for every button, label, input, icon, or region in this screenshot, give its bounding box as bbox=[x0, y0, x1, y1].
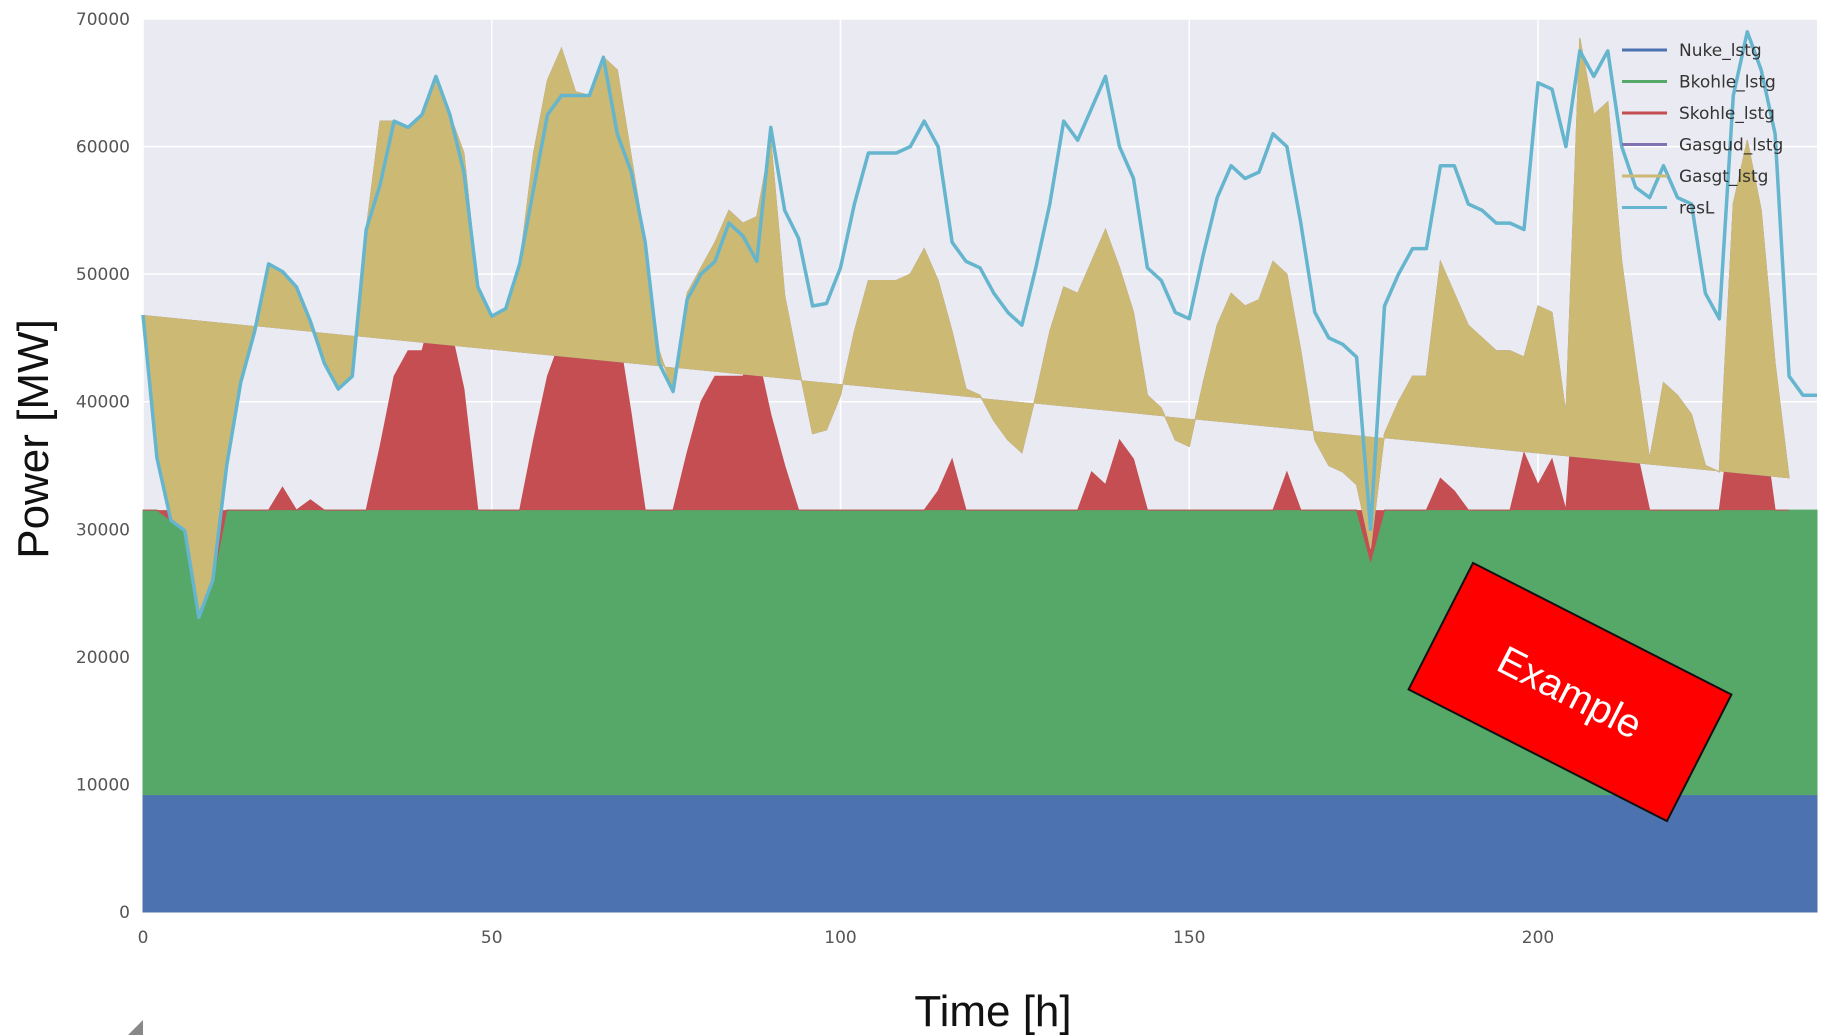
y-tick-label: 50000 bbox=[76, 265, 130, 285]
corner-mark-icon bbox=[128, 1020, 143, 1035]
legend-label-bkohle-lstg: Bkohle_lstg bbox=[1679, 73, 1776, 93]
x-axis-label: Time [h] bbox=[914, 987, 1071, 1035]
legend-label-resl: resL bbox=[1679, 199, 1715, 219]
legend-label-skohle-lstg: Skohle_lstg bbox=[1679, 104, 1775, 124]
y-tick-label: 0 bbox=[119, 903, 130, 923]
y-tick-label: 70000 bbox=[76, 10, 130, 30]
y-tick-label: 20000 bbox=[76, 648, 130, 668]
y-tick-label: 10000 bbox=[76, 775, 130, 795]
x-tick-label: 50 bbox=[481, 928, 503, 948]
y-tick-label: 30000 bbox=[76, 520, 130, 540]
example-stamp-box bbox=[1407, 561, 1733, 823]
example-stamp: Example bbox=[1407, 561, 1733, 823]
area-nuke-lstg bbox=[142, 794, 1818, 913]
y-tick-label: 60000 bbox=[76, 138, 130, 158]
legend-label-nuke-lstg: Nuke_lstg bbox=[1679, 41, 1762, 61]
y-axis-label: Power [MW] bbox=[9, 319, 58, 559]
legend-label-gasgud-lstg: Gasgud_lstg bbox=[1679, 136, 1783, 156]
line-resl bbox=[141, 30, 1817, 620]
legend-label-gasgt-lstg: Gasgt_lstg bbox=[1679, 167, 1768, 187]
x-tick-label: 100 bbox=[824, 928, 856, 948]
area-skohle-lstg bbox=[143, 279, 1790, 620]
y-tick-label: 40000 bbox=[76, 393, 130, 413]
legend: Nuke_lstg Bkohle_lstg Skohle_lstg Gasgud_ls… bbox=[1622, 41, 1783, 219]
x-tick-label: 200 bbox=[1522, 928, 1554, 948]
x-tick-label: 150 bbox=[1173, 928, 1205, 948]
x-tick-labels: 0 50 100 150 200 bbox=[138, 928, 1555, 948]
x-tick-label: 0 bbox=[138, 928, 149, 948]
y-tick-labels: 0 10000 20000 30000 40000 50000 60000 70000 bbox=[76, 10, 130, 923]
area-series bbox=[142, 38, 1818, 913]
line-series bbox=[141, 30, 1817, 620]
